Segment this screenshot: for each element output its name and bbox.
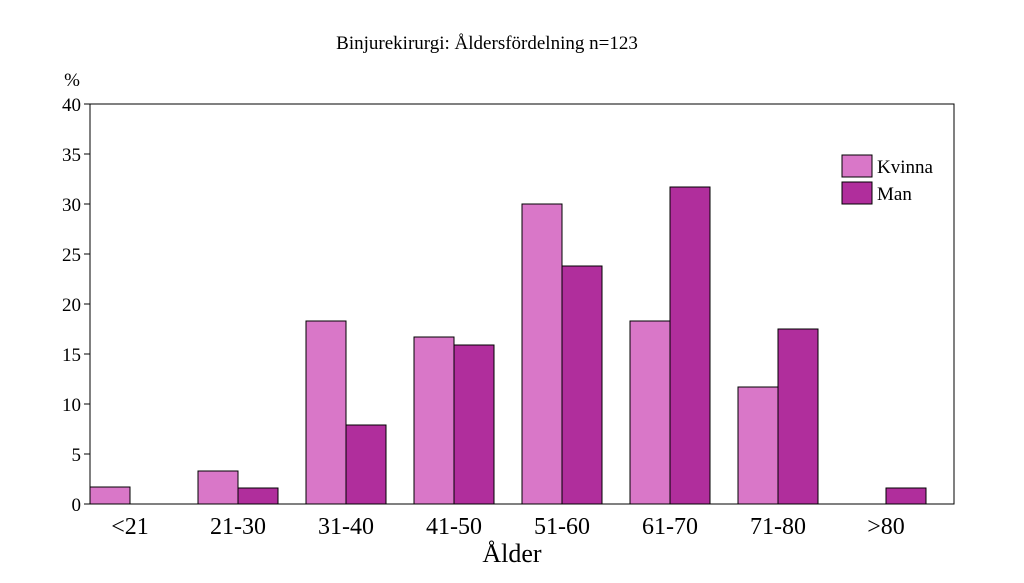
bar-man-3 (453, 344, 495, 505)
x-tick-label: 31-40 (318, 514, 374, 540)
x-axis: <21 21-30 31-40 41-50 51-60 61-70 71-80 >80 (111, 514, 905, 540)
legend: Kvinna Man (841, 154, 934, 205)
legend-label-kvinna: Kvinna (877, 157, 934, 178)
legend-label-man: Man (877, 184, 912, 205)
chart-title: Binjurekirurgi: Åldersfördelning n=123 (336, 33, 638, 54)
bar-man-1 (237, 487, 279, 505)
bar-kvinna-0 (89, 486, 131, 505)
y-tick-label: 35 (62, 145, 81, 166)
bar-kvinna-2 (305, 320, 347, 505)
y-tick-label: 5 (72, 445, 82, 466)
plot-frame (89, 103, 955, 505)
y-axis: 0 5 10 15 20 25 30 35 40 (62, 95, 90, 516)
x-tick-label: 41-50 (426, 514, 482, 540)
bar-kvinna-4 (521, 203, 563, 505)
x-tick-label: <21 (111, 514, 149, 540)
x-tick-label: >80 (867, 514, 905, 540)
bar-man-2 (345, 424, 387, 505)
legend-swatch-man (841, 181, 873, 205)
x-tick-label: 61-70 (642, 514, 698, 540)
bar-kvinna-1 (197, 470, 239, 505)
bar-kvinna-5 (629, 320, 671, 505)
y-tick-label: 30 (62, 195, 81, 216)
x-tick-label: 71-80 (750, 514, 806, 540)
x-tick-label: 21-30 (210, 514, 266, 540)
bar-man-6 (777, 328, 819, 505)
y-tick-label: 0 (72, 495, 82, 516)
y-tick-label: 15 (62, 345, 81, 366)
y-tick-label: 25 (62, 245, 81, 266)
bar-kvinna-6 (737, 386, 779, 505)
bar-man-5 (669, 186, 711, 505)
bar-man-7 (885, 487, 927, 505)
y-tick-label: 20 (62, 295, 81, 316)
bars (89, 186, 927, 505)
legend-swatch-kvinna (841, 154, 873, 178)
x-tick-label: 51-60 (534, 514, 590, 540)
y-axis-label: % (64, 70, 80, 91)
x-axis-label: Ålder (482, 539, 542, 568)
y-tick-label: 40 (62, 95, 81, 116)
bar-man-4 (561, 265, 603, 505)
y-tick-label: 10 (62, 395, 81, 416)
bar-kvinna-3 (413, 336, 455, 505)
